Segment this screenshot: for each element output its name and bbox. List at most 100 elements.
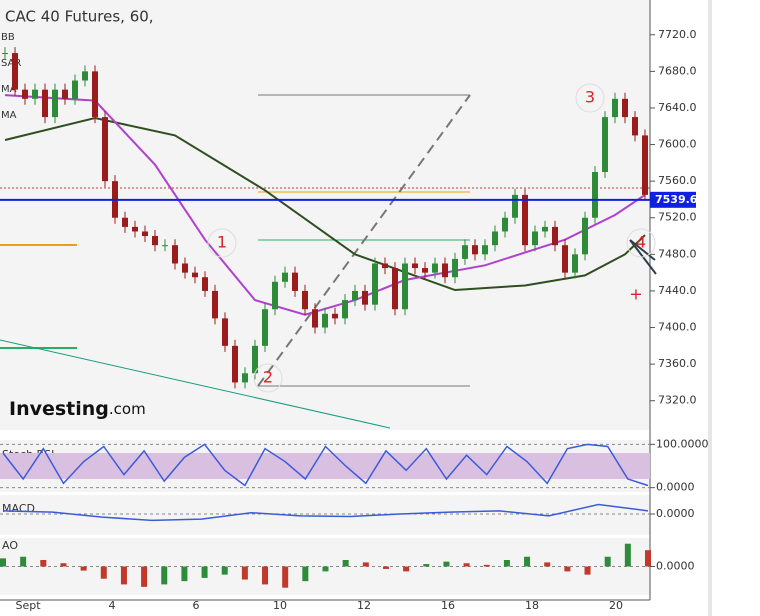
candle — [412, 263, 418, 269]
histogram-bar — [181, 566, 188, 582]
candle — [642, 135, 648, 195]
histogram-bar — [564, 566, 571, 572]
candle — [2, 53, 8, 55]
histogram-bar — [0, 558, 6, 567]
candle — [222, 318, 228, 346]
candle — [562, 245, 568, 273]
histogram-bar — [463, 563, 470, 567]
x-tick-label: 12 — [357, 599, 371, 612]
x-tick-label: 16 — [441, 599, 455, 612]
candle — [42, 89, 48, 118]
x-tick-label: 6 — [193, 599, 200, 612]
candle — [242, 373, 248, 383]
histogram-bar — [423, 564, 430, 567]
candle — [82, 71, 88, 81]
histogram-bar — [483, 564, 490, 567]
candle — [252, 345, 258, 374]
histogram-bar — [645, 550, 651, 567]
annotation-circle — [626, 228, 656, 258]
histogram-bar — [20, 556, 27, 567]
candle — [362, 290, 368, 305]
histogram-bar — [40, 559, 47, 567]
x-tick-label: Sept — [15, 599, 41, 612]
candle — [152, 236, 158, 246]
candle — [52, 89, 58, 118]
arrow — [629, 239, 656, 261]
candle — [392, 268, 398, 310]
chart-title: CAC 40 Futures, 60, — [5, 8, 154, 26]
candle — [572, 254, 578, 273]
annotation-circle — [575, 83, 605, 113]
annotation: 1 — [217, 233, 227, 252]
histogram-bar — [342, 559, 349, 567]
histogram-bar — [262, 566, 269, 585]
candle — [492, 231, 498, 246]
candle — [632, 117, 638, 136]
band — [0, 453, 650, 479]
x-tick-label: 18 — [525, 599, 539, 612]
histogram-bar — [443, 561, 450, 567]
candle — [372, 263, 378, 305]
candle — [432, 263, 438, 273]
candle — [262, 309, 268, 346]
candle — [552, 226, 558, 246]
candle — [62, 89, 68, 99]
x-tick-label: 10 — [273, 599, 287, 612]
candle — [612, 98, 618, 118]
histogram-bar — [624, 543, 631, 567]
legend-label: BB — [1, 32, 15, 43]
candle — [352, 290, 358, 301]
candle — [272, 281, 278, 310]
candle — [582, 217, 588, 255]
candle — [72, 80, 78, 99]
candle — [462, 245, 468, 259]
y-tick-label: 7360.0 — [658, 357, 697, 370]
candle — [202, 277, 208, 291]
histogram-bar — [60, 563, 67, 567]
histogram-bar — [362, 562, 369, 567]
candle — [502, 217, 508, 232]
candle — [522, 194, 528, 246]
histogram-bar — [161, 566, 168, 585]
trend-line — [0, 339, 391, 429]
legend-label: SAR — [1, 58, 21, 69]
histogram-bar — [80, 566, 87, 571]
candle — [382, 263, 388, 269]
candle — [312, 309, 318, 328]
annotation-circle — [207, 228, 237, 258]
candle — [532, 231, 538, 246]
candle — [442, 263, 448, 278]
candle — [322, 313, 328, 328]
candle — [132, 226, 138, 232]
y-tick-label: 7680.0 — [658, 64, 697, 77]
histogram-bar — [524, 556, 531, 567]
histogram-bar — [141, 566, 148, 587]
histogram-bar — [201, 566, 208, 578]
logo-suffix: .com — [109, 400, 146, 418]
histogram-bar — [322, 566, 329, 572]
histogram-bar — [221, 566, 228, 575]
histogram-bar — [100, 566, 107, 579]
y-tick-label: 0.0000 — [656, 481, 695, 494]
marker: + — [629, 285, 642, 304]
histogram-bar — [382, 566, 389, 569]
price-tag — [650, 191, 696, 208]
indicator-line — [2, 443, 649, 487]
histogram-bar — [503, 559, 510, 567]
pane-label: MACD — [2, 502, 35, 515]
y-tick-label: 7440.0 — [658, 284, 697, 297]
candle — [332, 313, 338, 319]
scrollbar[interactable] — [708, 0, 712, 616]
y-tick-label: 7720.0 — [658, 28, 697, 41]
histogram-bar — [403, 566, 410, 572]
candle — [512, 194, 518, 218]
candle — [402, 263, 408, 310]
candle — [602, 117, 608, 172]
dashed-line — [257, 94, 471, 387]
candle — [282, 272, 288, 282]
candle — [12, 53, 18, 90]
indicator-line — [2, 503, 649, 522]
candle — [102, 117, 108, 182]
price-label: 7539.6 — [655, 193, 698, 206]
